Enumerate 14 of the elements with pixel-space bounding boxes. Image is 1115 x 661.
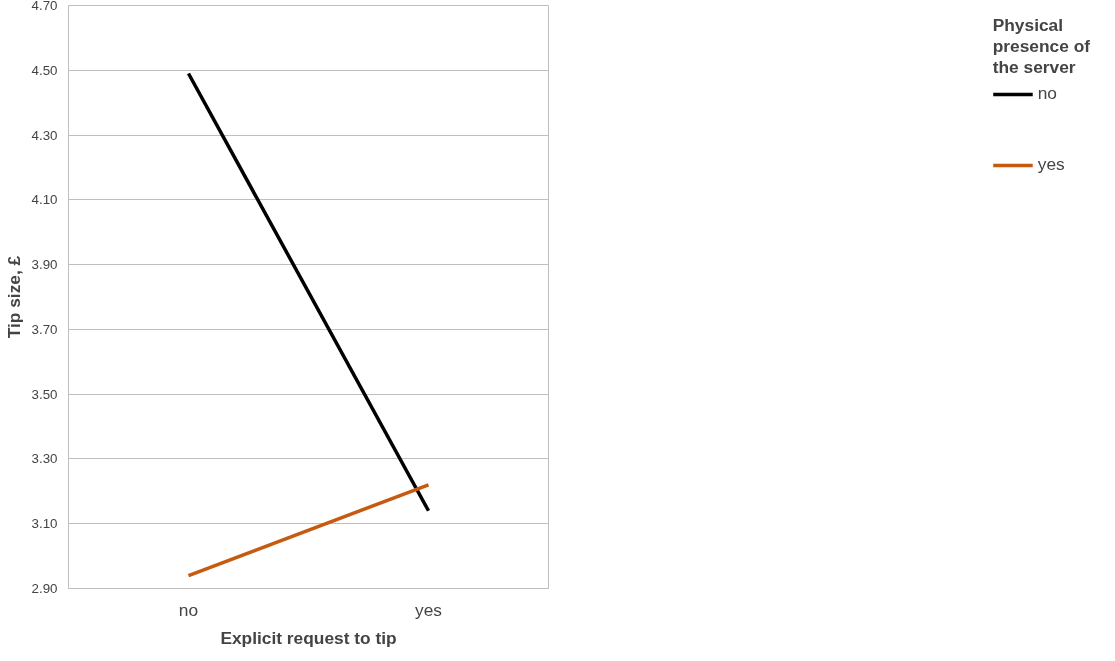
legend-label: no — [1037, 83, 1058, 104]
y-tick-label: 4.50 — [31, 62, 58, 78]
legend-label: yes — [1037, 154, 1065, 175]
y-tick-label: 3.50 — [31, 386, 58, 402]
y-tick-label: 4.10 — [31, 192, 58, 208]
y-tick-label: 3.70 — [31, 321, 58, 337]
y-tick-label: 4.70 — [31, 0, 58, 13]
y-tick-label: 3.10 — [31, 516, 58, 532]
y-tick-label: 3.30 — [31, 451, 58, 467]
y-tick-label: 2.90 — [31, 581, 58, 596]
y-axis-title: Tip size, £ — [3, 255, 24, 339]
x-axis-title: Explicit request to tip — [220, 627, 397, 648]
y-tick-label: 3.90 — [31, 257, 58, 273]
y-tick-label: 4.30 — [31, 127, 58, 143]
